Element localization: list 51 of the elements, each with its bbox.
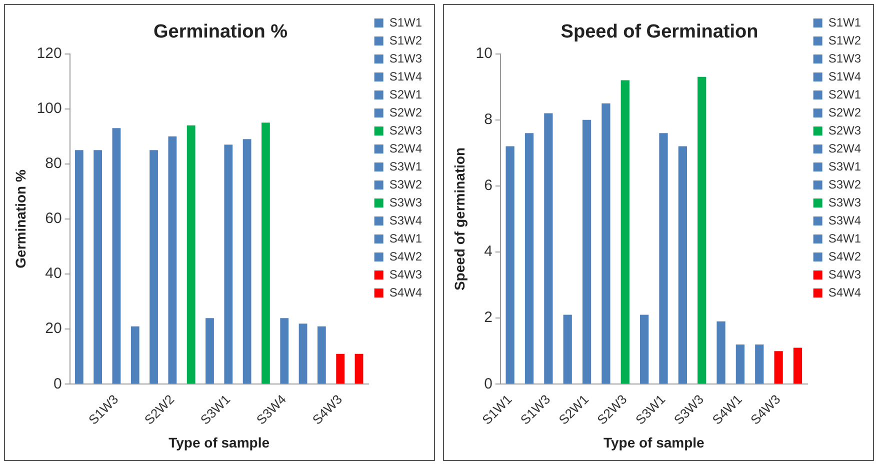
y-tick-label: 20 [45,320,62,338]
legend-label: S4W2 [828,249,862,264]
y-tick-label: 10 [476,44,492,62]
legend-label: S2W4 [389,141,422,156]
legend-label: S4W4 [389,285,422,300]
y-axis-title: Speed of germination [451,147,468,291]
y-tick-label: 80 [45,155,62,172]
legend-label: S3W3 [828,195,862,210]
legend-label: S1W3 [828,51,862,66]
legend-label: S4W1 [828,231,862,246]
y-tick-label: 100 [36,100,62,117]
y-tick-label: 60 [45,210,62,228]
y-tick-label: 8 [484,111,492,128]
legend-label: S1W4 [828,69,862,84]
y-tick-label: 4 [484,243,492,260]
legend-label: S3W1 [828,159,862,174]
legend-label: S2W1 [389,87,422,102]
legend-label: S3W4 [828,213,862,228]
x-axis-title: Type of sample [168,434,270,450]
x-axis-title: Type of sample [603,434,705,450]
y-axis-title: Germination % [12,169,28,268]
legend-label: S3W4 [389,213,422,228]
legend-label: S2W4 [828,141,862,156]
legend-label: S3W3 [389,195,422,210]
legend-label: S1W2 [389,33,422,48]
legend-label: S4W3 [828,267,862,282]
legend-label: S3W2 [828,177,862,192]
legend-label: S2W3 [389,123,422,138]
y-tick-label: 2 [484,309,492,326]
legend-label: S2W2 [389,105,422,120]
legend-label: S1W4 [389,69,422,84]
chart-title: Germination % [153,22,288,43]
y-tick-label: 120 [36,44,62,62]
legend-label: S1W3 [389,51,422,66]
legend-label: S2W1 [828,87,862,102]
legend-label: S1W2 [828,33,862,48]
chart-title: Speed of Germination [560,22,758,43]
legend-label: S1W1 [389,15,422,30]
y-tick-label: 6 [484,177,492,194]
legend-label: S1W1 [828,15,862,30]
legend-label: S3W1 [389,159,422,174]
legend-label: S4W4 [828,285,862,300]
y-tick-label: 0 [484,375,492,392]
legend-label: S4W3 [389,267,422,282]
legend-label: S2W3 [828,123,862,138]
y-tick-label: 0 [53,375,62,392]
legend-label: S3W2 [389,177,422,192]
legend-label: S2W2 [828,105,862,120]
legend-label: S4W1 [389,231,422,246]
y-tick-label: 40 [45,265,62,282]
legend-label: S4W2 [389,249,422,264]
